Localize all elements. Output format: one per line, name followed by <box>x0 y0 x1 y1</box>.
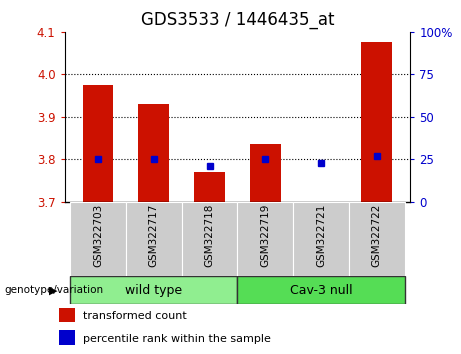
Bar <box>349 202 405 276</box>
Bar <box>59 307 75 322</box>
Bar <box>182 202 237 276</box>
Text: GSM322722: GSM322722 <box>372 204 382 267</box>
Text: GSM322719: GSM322719 <box>260 204 270 267</box>
Text: GSM322717: GSM322717 <box>149 204 159 267</box>
Bar <box>126 202 182 276</box>
Text: genotype/variation: genotype/variation <box>5 285 104 295</box>
Bar <box>250 144 281 202</box>
Bar <box>237 202 293 276</box>
Text: ▶: ▶ <box>49 285 58 295</box>
Text: GSM322721: GSM322721 <box>316 204 326 267</box>
Text: Cav-3 null: Cav-3 null <box>290 284 352 297</box>
Text: GSM322703: GSM322703 <box>93 204 103 267</box>
Text: percentile rank within the sample: percentile rank within the sample <box>83 335 271 344</box>
Bar <box>293 202 349 276</box>
Bar <box>83 85 113 202</box>
Bar <box>361 42 392 202</box>
Bar <box>70 202 126 276</box>
Bar <box>59 331 75 346</box>
Text: wild type: wild type <box>125 284 183 297</box>
Text: transformed count: transformed count <box>83 311 186 321</box>
Title: GDS3533 / 1446435_at: GDS3533 / 1446435_at <box>141 11 334 29</box>
Bar <box>194 172 225 202</box>
Bar <box>138 104 169 202</box>
Bar <box>237 276 405 304</box>
Bar <box>70 276 237 304</box>
Text: GSM322718: GSM322718 <box>205 204 214 267</box>
